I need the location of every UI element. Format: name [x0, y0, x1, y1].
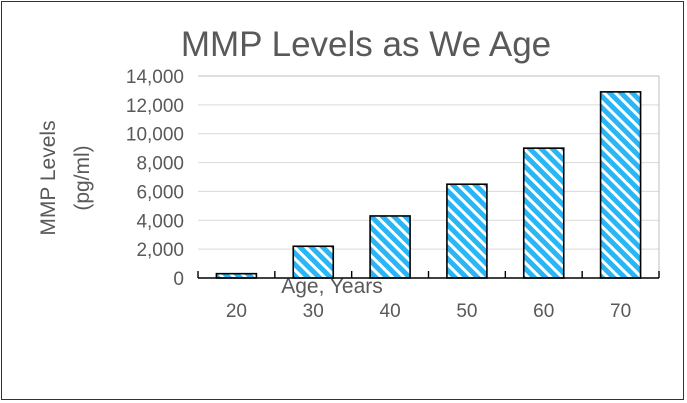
y-axis-ticks: 0 2,000 4,000 6,000 8,000 10,000 12,000 14,000 [126, 67, 184, 290]
bar [446, 183, 488, 279]
chart-title: MMP Levels as We Age [181, 25, 551, 64]
x-axis-title: Age, Years [281, 275, 383, 298]
y-tick-label: 10,000 [126, 125, 184, 146]
y-axis-title: MMP Levels (pg/ml) [37, 120, 94, 235]
bar [369, 215, 411, 279]
bars [215, 91, 642, 279]
y-tick-label: 2,000 [136, 240, 184, 261]
y-tick-label: 12,000 [126, 96, 184, 117]
plot-area [198, 75, 660, 278]
y-tick-label: 4,000 [136, 211, 184, 232]
y-tick-label: 0 [173, 269, 184, 290]
bar [599, 91, 642, 279]
y-tick-label: 6,000 [136, 182, 184, 203]
y-axis-title-line-2: (pg/ml) [71, 145, 94, 210]
bar [292, 245, 335, 279]
x-axis-ticks: 20 30 40 50 60 70 [197, 271, 660, 322]
y-tick-label: 14,000 [126, 67, 184, 88]
bar [522, 147, 565, 279]
y-tick-label: 8,000 [136, 154, 184, 175]
x-tick-label: 30 [303, 301, 324, 322]
x-tick-label: 60 [533, 301, 554, 322]
x-tick-label: 70 [610, 301, 631, 322]
x-tick-label: 40 [380, 301, 401, 322]
x-tick-label: 20 [226, 301, 247, 322]
x-tick-label: 50 [456, 301, 477, 322]
gridlines [198, 75, 659, 250]
y-axis-title-line-1: MMP Levels [37, 120, 60, 235]
